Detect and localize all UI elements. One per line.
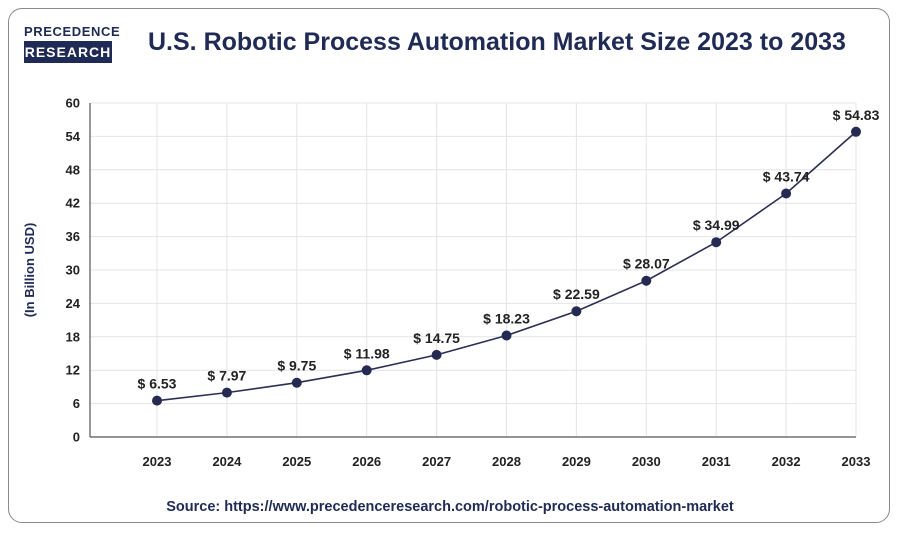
data-point bbox=[221, 387, 232, 398]
x-tick-label: 2031 bbox=[702, 454, 731, 469]
data-label: $ 18.23 bbox=[483, 311, 530, 327]
brand-logo: PRECEDENCE RESEARCH bbox=[24, 22, 120, 64]
y-tick-label: 60 bbox=[66, 96, 80, 111]
data-label: $ 6.53 bbox=[138, 376, 177, 392]
y-tick-label: 6 bbox=[73, 396, 80, 411]
data-label: $ 54.83 bbox=[833, 107, 880, 123]
x-tick-labels: 2023 2024 2025 2026 2027 2028 2029 2030 2031 2032… bbox=[143, 454, 871, 469]
data-point bbox=[431, 349, 442, 360]
x-tick-label: 2032 bbox=[772, 454, 801, 469]
x-tick-label: 2024 bbox=[212, 454, 242, 469]
data-point bbox=[571, 306, 582, 317]
y-tick-label: 12 bbox=[66, 363, 80, 378]
chart-title: U.S. Robotic Process Automation Market S… bbox=[148, 28, 846, 56]
axes bbox=[89, 103, 856, 438]
y-tick-label: 18 bbox=[66, 329, 80, 344]
data-label: $ 43.74 bbox=[763, 169, 810, 185]
x-tick-label: 2023 bbox=[143, 454, 172, 469]
data-label: $ 14.75 bbox=[413, 330, 460, 346]
y-tick-label: 48 bbox=[66, 162, 80, 177]
data-point bbox=[361, 365, 372, 376]
data-label: $ 11.98 bbox=[344, 345, 390, 361]
x-tick-label: 2028 bbox=[492, 454, 521, 469]
data-label: $ 22.59 bbox=[553, 286, 600, 302]
data-point bbox=[291, 377, 302, 388]
y-axis-label: (In Billion USD) bbox=[22, 223, 37, 318]
x-tick-label: 2026 bbox=[352, 454, 381, 469]
y-tick-label: 36 bbox=[66, 229, 80, 244]
data-markers bbox=[152, 126, 861, 406]
data-point bbox=[711, 237, 722, 248]
data-label: $ 28.07 bbox=[623, 256, 670, 272]
data-point bbox=[641, 275, 652, 286]
data-point bbox=[781, 188, 792, 199]
data-labels: $ 6.53 $ 7.97 $ 9.75 $ 11.98 $ 14.75 $ 18.23 $… bbox=[138, 107, 880, 392]
x-tick-label: 2030 bbox=[632, 454, 661, 469]
data-point bbox=[152, 395, 162, 406]
x-tick-label: 2027 bbox=[422, 454, 451, 469]
grid-lines bbox=[90, 102, 857, 438]
x-tick-label: 2033 bbox=[842, 454, 871, 469]
source-note: Source: https://www.precedenceresearch.c… bbox=[166, 499, 734, 515]
data-label: $ 9.75 bbox=[277, 358, 316, 374]
data-point bbox=[851, 126, 861, 137]
y-tick-label: 24 bbox=[66, 296, 81, 311]
logo-line-2: RESEARCH bbox=[24, 42, 112, 63]
x-tick-label: 2025 bbox=[282, 454, 311, 469]
y-tick-label: 0 bbox=[73, 430, 80, 445]
y-tick-label: 42 bbox=[66, 196, 80, 211]
data-point bbox=[501, 330, 512, 341]
x-tick-label: 2029 bbox=[562, 454, 591, 469]
logo-line-1: PRECEDENCE bbox=[24, 22, 120, 42]
y-tick-label: 30 bbox=[66, 263, 80, 278]
y-tick-labels: 0 6 12 18 24 30 36 42 48 54 60 bbox=[66, 96, 81, 445]
y-tick-label: 54 bbox=[66, 129, 81, 144]
data-label: $ 7.97 bbox=[207, 368, 246, 384]
data-label: $ 34.99 bbox=[693, 217, 740, 233]
